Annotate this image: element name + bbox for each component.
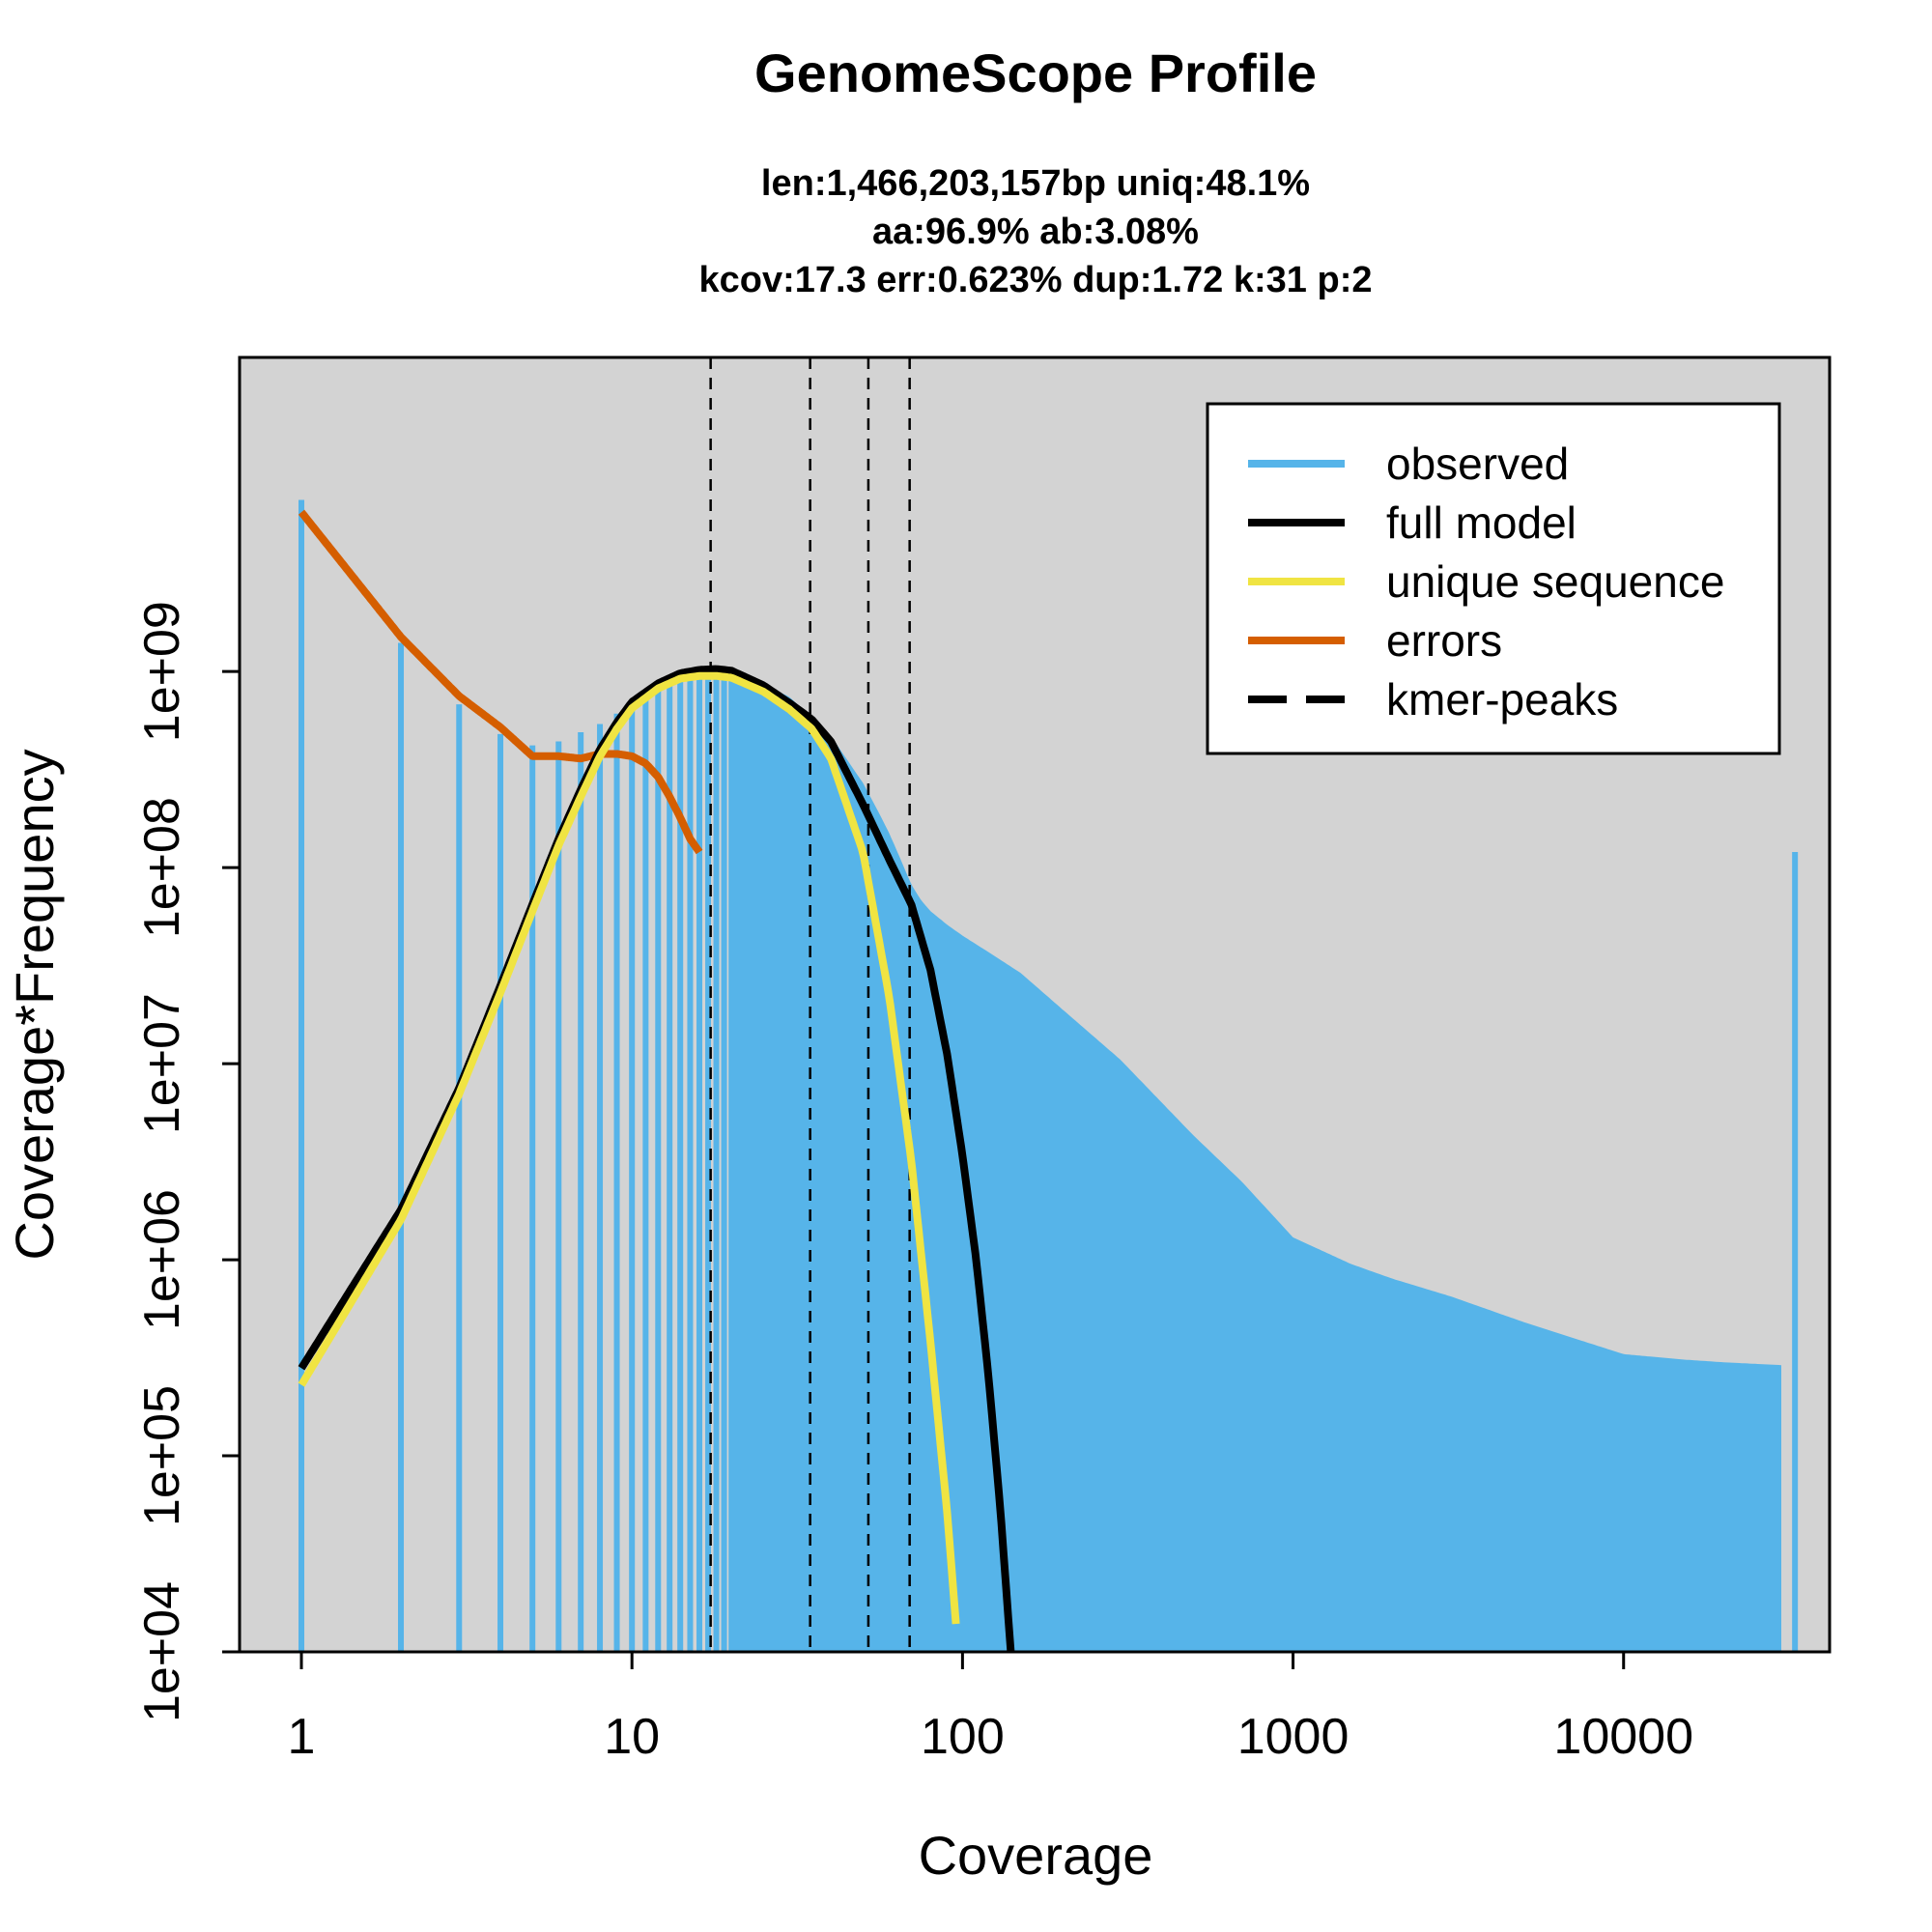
x-tick-label: 10	[604, 1709, 660, 1765]
y-tick-label: 1e+09	[134, 601, 190, 742]
model-lines	[298, 509, 1015, 1653]
y-tick-label: 1e+04	[134, 1581, 190, 1722]
unique-sequence-line	[298, 671, 960, 1625]
y-tick-label: 1e+06	[134, 1189, 190, 1330]
x-axis-title: Coverage	[919, 1825, 1153, 1886]
legend-label: observed	[1386, 439, 1569, 489]
x-tick-label: 100	[921, 1709, 1005, 1765]
chart-title: GenomeScope Profile	[754, 43, 1317, 103]
y-axis-title: Coverage*Frequency	[4, 749, 65, 1260]
chart-subtitle-line-3: kcov:17.3 err:0.623% dup:1.72 k:31 p:2	[698, 260, 1372, 300]
x-tick-label: 10000	[1553, 1709, 1693, 1765]
x-tick-label: 1000	[1237, 1709, 1350, 1765]
chart-subtitle-line-1: len:1,466,203,157bp uniq:48.1%	[761, 163, 1310, 204]
y-tick-label: 1e+07	[134, 993, 190, 1134]
legend-label: unique sequence	[1386, 556, 1724, 607]
y-tick-label: 1e+08	[134, 797, 190, 938]
legend-label: kmer-peaks	[1386, 674, 1618, 724]
kmer-peaks-lines	[709, 357, 911, 1652]
errors-line	[298, 509, 703, 855]
axes: 1 10 100 1000 10000 1e+04 1e+05 1e+06 1e+07 1e+08…	[134, 601, 1693, 1765]
chart-subtitle-line-2: aa:96.9% ab:3.08%	[872, 212, 1199, 252]
legend-label: full model	[1386, 497, 1577, 548]
legend: observed full model unique sequence errors k…	[1206, 402, 1781, 755]
x-tick-label: 1	[288, 1709, 316, 1765]
y-tick-label: 1e+05	[134, 1385, 190, 1526]
legend-label: errors	[1386, 615, 1502, 666]
plot-area-frame	[238, 355, 1832, 1654]
